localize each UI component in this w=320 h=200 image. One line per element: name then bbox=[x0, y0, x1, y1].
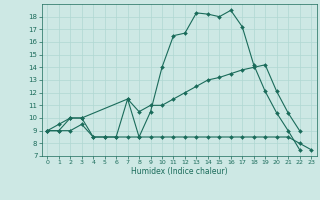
X-axis label: Humidex (Indice chaleur): Humidex (Indice chaleur) bbox=[131, 167, 228, 176]
